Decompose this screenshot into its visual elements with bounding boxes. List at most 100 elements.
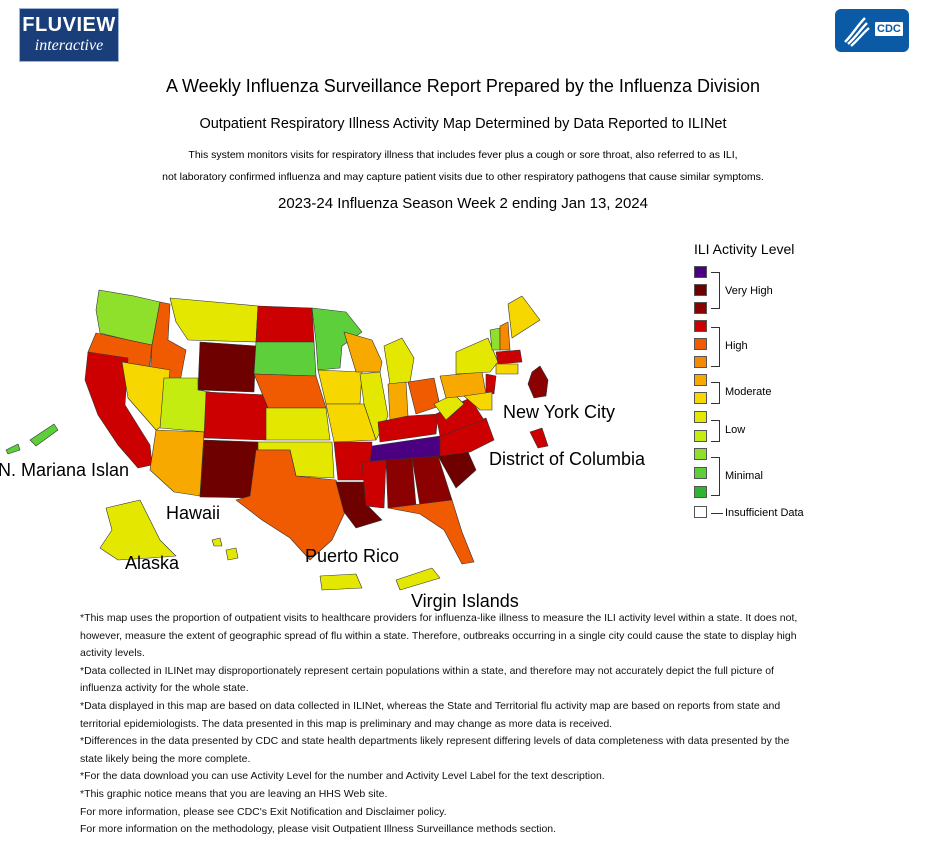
legend-swatch-level-2 <box>694 467 707 479</box>
state-new-york[interactable] <box>455 337 499 375</box>
state-massachusetts[interactable] <box>495 349 523 365</box>
territory-mariana-2[interactable] <box>5 443 21 455</box>
state-vermont[interactable] <box>489 327 501 351</box>
state-iowa[interactable] <box>317 369 363 405</box>
state-new-hampshire[interactable] <box>499 321 511 351</box>
legend-swatch-level-8 <box>694 356 707 368</box>
notes-section: *This map uses the proportion of outpati… <box>80 610 810 839</box>
label-hawaii: Hawaii <box>166 503 221 523</box>
legend-brace-very-high <box>711 272 720 309</box>
label-virgin-islands: Virgin Islands <box>411 591 519 611</box>
fluview-logo[interactable]: FLUVIEW interactive <box>19 8 119 62</box>
state-florida[interactable] <box>387 499 475 565</box>
state-south-dakota[interactable] <box>253 341 317 377</box>
state-north-dakota[interactable] <box>255 305 315 343</box>
note-6: *This graphic notice means that you are … <box>80 787 388 800</box>
state-california[interactable] <box>84 351 153 469</box>
state-montana[interactable] <box>169 297 259 343</box>
note-3: *Data displayed in this map are based on… <box>80 699 781 730</box>
state-maryland-delaware[interactable] <box>463 391 493 411</box>
state-alaska[interactable] <box>99 499 177 561</box>
state-nevada[interactable] <box>121 361 171 431</box>
territory-puerto-rico[interactable] <box>319 573 363 591</box>
legend-label-minimal: Minimal <box>725 470 763 482</box>
legend-label-moderate: Moderate <box>725 386 772 398</box>
fluview-logo-line1: FLUVIEW <box>22 14 116 36</box>
inset-new-york-city[interactable] <box>527 365 549 399</box>
label-alaska: Alaska <box>125 553 180 573</box>
legend-brace-low <box>711 420 720 442</box>
label-district-of-columbia: District of Columbia <box>489 449 646 469</box>
state-utah[interactable] <box>159 377 211 433</box>
state-hawaii-1[interactable] <box>211 537 223 547</box>
state-wisconsin[interactable] <box>343 331 383 373</box>
state-new-jersey[interactable] <box>485 373 497 395</box>
state-hawaii-2[interactable] <box>225 547 239 561</box>
state-virginia[interactable] <box>435 397 485 437</box>
report-title: A Weekly Influenza Surveillance Report P… <box>166 76 760 96</box>
legend-swatch-level-11 <box>694 302 707 314</box>
legend-swatch-level-7 <box>694 374 707 386</box>
label-new-york-city: New York City <box>503 402 616 422</box>
state-alabama[interactable] <box>385 457 417 509</box>
cdc-logo[interactable]: CDC <box>835 9 909 52</box>
legend-brace-minimal <box>711 457 720 496</box>
legend-swatch-level-6 <box>694 392 707 404</box>
state-pennsylvania[interactable] <box>439 371 487 399</box>
state-illinois[interactable] <box>359 371 389 441</box>
state-missouri[interactable] <box>325 403 377 443</box>
inset-district-of-columbia[interactable] <box>529 427 549 449</box>
state-kentucky[interactable] <box>377 413 439 443</box>
legend-swatch-level-5 <box>694 411 707 423</box>
label-puerto-rico: Puerto Rico <box>305 546 400 566</box>
map-subtitle: Outpatient Respiratory Illness Activity … <box>199 116 727 132</box>
territory-mariana-1[interactable] <box>29 423 59 447</box>
state-wyoming[interactable] <box>197 341 257 393</box>
hhs-eagle-icon <box>844 17 870 47</box>
note-7[interactable]: For more information, please see CDC's E… <box>80 805 447 818</box>
label-mariana-islands: N. Mariana Islan <box>0 460 130 480</box>
state-arizona[interactable] <box>149 429 205 497</box>
legend-brace-moderate <box>711 382 720 404</box>
state-mississippi[interactable] <box>361 459 387 509</box>
description-line-1: This system monitors visits for respirat… <box>188 149 738 161</box>
state-minnesota[interactable] <box>311 307 363 371</box>
state-indiana[interactable] <box>387 381 409 421</box>
state-connecticut-ri[interactable] <box>495 363 519 375</box>
fluview-logo-line2: interactive <box>34 37 104 54</box>
legend-label-insufficient: Insufficient Data <box>725 507 804 519</box>
state-new-mexico[interactable] <box>199 439 259 499</box>
note-5: *For the data download you can use Activ… <box>80 770 605 783</box>
state-colorado[interactable] <box>203 391 269 441</box>
state-michigan[interactable] <box>383 337 415 385</box>
description-line-2: not laboratory confirmed influenza and m… <box>162 171 764 183</box>
state-oregon[interactable] <box>87 332 153 381</box>
state-west-virginia[interactable] <box>433 393 465 421</box>
territory-virgin-islands[interactable] <box>395 567 441 591</box>
state-arkansas[interactable] <box>333 441 373 481</box>
note-1: *This map uses the proportion of outpati… <box>80 612 798 660</box>
legend-dash-insufficient <box>711 513 723 514</box>
season-heading: 2023-24 Influenza Season Week 2 ending J… <box>277 195 648 212</box>
legend-swatch-level-1 <box>694 486 707 498</box>
state-nebraska[interactable] <box>253 373 327 409</box>
state-north-carolina[interactable] <box>439 417 495 457</box>
note-4: *Differences in the data presented by CD… <box>80 735 790 765</box>
note-8[interactable]: For more information on the methodology,… <box>80 823 557 836</box>
legend-swatch-level-10 <box>694 320 707 332</box>
state-kansas[interactable] <box>265 407 331 441</box>
state-ohio[interactable] <box>407 377 441 415</box>
state-oklahoma[interactable] <box>257 441 335 479</box>
state-south-carolina[interactable] <box>437 451 477 489</box>
state-washington[interactable] <box>95 289 161 346</box>
state-tennessee[interactable] <box>369 435 441 463</box>
state-texas[interactable] <box>235 449 347 561</box>
state-maine[interactable] <box>507 295 541 339</box>
state-georgia[interactable] <box>411 455 453 507</box>
state-louisiana[interactable] <box>335 481 383 529</box>
legend-swatch-level-13 <box>694 266 707 278</box>
state-idaho[interactable] <box>149 301 187 383</box>
legend-swatch-level-12 <box>694 284 707 296</box>
legend-title: ILI Activity Level <box>694 241 795 257</box>
legend-label-high: High <box>725 340 748 352</box>
